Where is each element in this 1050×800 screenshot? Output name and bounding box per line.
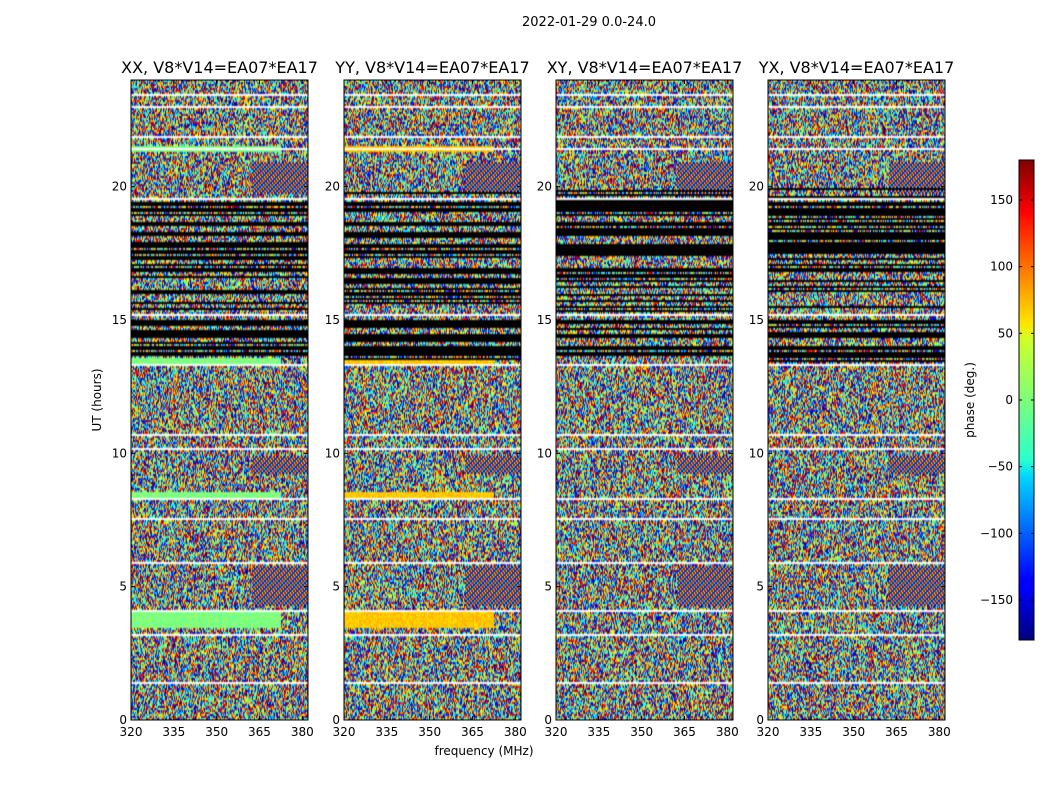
panel-frame [343, 79, 522, 721]
x-tick-label: 320 [333, 725, 356, 739]
y-tick-label: 20 [112, 180, 127, 194]
y-tick-label: 15 [112, 313, 127, 327]
panels-group: XX, V8*V14=EA07*EA17 320 335 350 365 380 0 5 10 1… [112, 58, 955, 739]
colorbar-ticks: 150 100 50 0 −50 −100 −150 [980, 193, 1034, 607]
panel-heatmap [344, 80, 521, 720]
x-tick-label: 350 [418, 725, 441, 739]
panel-title: XY, V8*V14=EA07*EA17 [547, 58, 743, 77]
panel-frame [555, 79, 734, 721]
x-tick-label: 380 [716, 725, 739, 739]
colorbar-tick-label: −50 [988, 460, 1013, 474]
x-tick-label: 335 [375, 725, 398, 739]
panel-heatmap [768, 80, 945, 720]
colorbar-label: phase (deg.) [963, 362, 977, 438]
x-tick-label: 380 [504, 725, 527, 739]
x-tick-label: 365 [248, 725, 271, 739]
colorbar-tick-label: 100 [990, 260, 1013, 274]
y-tick-label: 10 [537, 446, 552, 460]
y-tick-label: 0 [119, 713, 127, 727]
colorbar-tick-label: 150 [990, 193, 1013, 207]
x-tick-label: 380 [928, 725, 951, 739]
colorbar-tick-label: −150 [980, 593, 1013, 607]
panel-title: YY, V8*V14=EA07*EA17 [334, 58, 529, 77]
y-tick-label: 5 [544, 580, 552, 594]
y-tick-label: 15 [325, 313, 340, 327]
y-tick-label: 0 [756, 713, 764, 727]
x-tick-label: 380 [291, 725, 314, 739]
x-tick-label: 320 [757, 725, 780, 739]
y-tick-label: 10 [325, 446, 340, 460]
panel-frame [130, 79, 309, 721]
x-tick-label: 350 [842, 725, 865, 739]
y-tick-label: 15 [537, 313, 552, 327]
x-tick-label: 335 [587, 725, 610, 739]
y-tick-label: 20 [749, 180, 764, 194]
x-tick-label: 335 [799, 725, 822, 739]
panel-title: YX, V8*V14=EA07*EA17 [758, 58, 955, 77]
y-axis-label: UT (hours) [90, 368, 104, 431]
x-tick-label: 320 [120, 725, 143, 739]
panel-heatmap [556, 80, 733, 720]
colorbar: 150 100 50 0 −50 −100 −150 phase (deg.) [963, 159, 1035, 641]
y-tick-label: 10 [112, 446, 127, 460]
colorbar-tick-label: 50 [998, 326, 1013, 340]
x-tick-label: 350 [630, 725, 653, 739]
panel-title: XX, V8*V14=EA07*EA17 [121, 58, 318, 77]
panel-frame [767, 79, 946, 721]
x-tick-label: 320 [545, 725, 568, 739]
colorbar-tick-label: −100 [980, 526, 1013, 540]
figure-suptitle: 2022-01-29 0.0-24.0 [522, 15, 656, 30]
panel-4: YX, V8*V14=EA07*EA17 320 335 350 365 380 0 5 10 1… [749, 58, 955, 739]
panel-1: XX, V8*V14=EA07*EA17 320 335 350 365 380 0 5 10 1… [112, 58, 318, 739]
y-tick-label: 0 [544, 713, 552, 727]
colorbar-tick-label: 0 [1005, 393, 1013, 407]
x-tick-label: 350 [205, 725, 228, 739]
x-axis-label: frequency (MHz) [434, 744, 533, 758]
y-tick-label: 20 [537, 180, 552, 194]
y-tick-label: 5 [119, 580, 127, 594]
y-tick-label: 15 [749, 313, 764, 327]
panel-3: XY, V8*V14=EA07*EA17 320 335 350 365 380 0 5 10 1… [537, 58, 743, 739]
x-tick-label: 365 [885, 725, 908, 739]
x-tick-label: 335 [162, 725, 185, 739]
y-tick-label: 5 [756, 580, 764, 594]
panel-2: YY, V8*V14=EA07*EA17 320 335 350 365 380 0 5 10 1… [325, 58, 530, 739]
y-tick-label: 10 [749, 446, 764, 460]
y-tick-label: 0 [332, 713, 340, 727]
x-tick-label: 365 [461, 725, 484, 739]
y-tick-label: 5 [332, 580, 340, 594]
y-tick-label: 20 [325, 180, 340, 194]
panel-heatmap [131, 80, 308, 720]
x-tick-label: 365 [673, 725, 696, 739]
